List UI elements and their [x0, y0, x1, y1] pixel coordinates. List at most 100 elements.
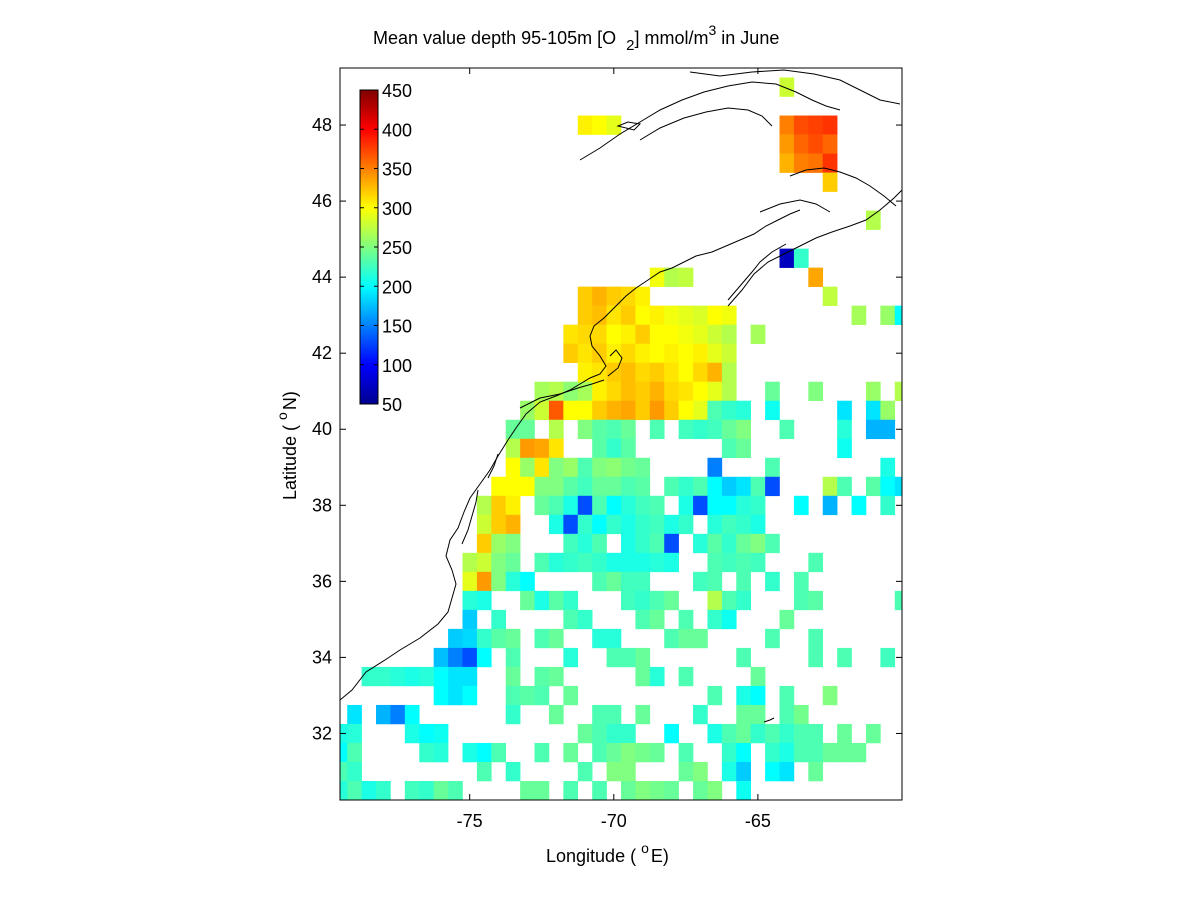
heatmap-cell: [476, 628, 492, 649]
heatmap-cell: [678, 476, 694, 497]
heatmap-cell: [563, 343, 579, 363]
heatmap-cell: [793, 248, 809, 268]
long-island-coast: [519, 379, 605, 409]
heatmap-cell: [664, 552, 679, 573]
colorbar-tick-label: 400: [382, 120, 412, 140]
heatmap-cell: [462, 685, 478, 706]
heatmap-cell: [448, 780, 463, 800]
heatmap-cell: [563, 685, 579, 706]
heatmap-cell: [404, 780, 420, 800]
heatmap-cell: [736, 761, 751, 782]
heatmap-cell: [693, 400, 708, 421]
heatmap-cell: [635, 324, 651, 344]
heatmap-cell: [577, 609, 593, 630]
heatmap-cell: [592, 704, 607, 725]
heatmap-cell: [534, 666, 550, 687]
heatmap-cell: [649, 742, 665, 763]
heatmap-cell: [707, 457, 723, 478]
heatmap-cell: [491, 514, 507, 535]
heatmap-cell: [462, 590, 478, 611]
heatmap-cell: [635, 666, 651, 687]
heatmap-cell: [520, 457, 535, 478]
heatmap-cell: [721, 590, 737, 611]
heatmap-cell: [621, 590, 636, 611]
heatmap-cell: [577, 533, 593, 554]
heatmap-cell: [664, 476, 679, 497]
y-tick-label: 42: [312, 343, 332, 363]
heatmap-cell: [793, 742, 809, 763]
heatmap-cell: [505, 495, 521, 516]
colorbar-tick-label: 350: [382, 160, 412, 180]
heatmap-cell: [433, 647, 449, 668]
heatmap-cell: [534, 495, 550, 516]
heatmap-cell: [707, 400, 723, 421]
heatmap-cell: [606, 324, 622, 344]
heatmap-cell: [592, 495, 607, 516]
heatmap-cell: [649, 609, 665, 630]
heatmap-cell: [621, 457, 636, 478]
heatmap-cell: [793, 495, 809, 516]
heatmap-cell: [736, 533, 751, 554]
colorbar-tick-label: 250: [382, 238, 412, 258]
heatmap-cell: [448, 628, 463, 649]
heatmap-cell: [606, 419, 622, 440]
bay-of-fundy-coast: [727, 243, 787, 301]
heatmap-cell: [491, 552, 507, 573]
heatmap-cell: [621, 761, 636, 782]
heatmap-cell: [793, 153, 809, 173]
heatmap-cell: [707, 476, 723, 497]
heatmap-cell: [721, 381, 737, 402]
heatmap-cell: [621, 723, 636, 744]
heatmap-cell: [592, 552, 607, 573]
heatmap-cell: [592, 286, 607, 306]
heatmap-cell: [635, 362, 651, 383]
heatmap-cell: [390, 704, 406, 725]
heatmap-cell: [520, 685, 535, 706]
heatmap-cell: [592, 780, 607, 800]
heatmap-cell: [548, 476, 564, 497]
heatmap-cell: [577, 343, 593, 363]
gulf-st-lawrence-south-shore: [579, 81, 841, 161]
heatmap-cell: [880, 647, 896, 668]
heatmap-cell: [635, 552, 651, 573]
heatmap-cell: [621, 381, 636, 402]
heatmap-cell: [649, 419, 665, 440]
heatmap-cell: [750, 666, 766, 687]
heatmap-cell: [621, 438, 636, 459]
heatmap-cell: [779, 685, 795, 706]
heatmap-cell: [491, 609, 507, 630]
heatmap-cell: [635, 780, 651, 800]
heatmap-cell: [534, 742, 550, 763]
heatmap-cell: [765, 742, 780, 763]
heatmap-cell: [548, 457, 564, 478]
heatmap-cell: [592, 362, 607, 383]
y-tick-label: 48: [312, 115, 332, 135]
heatmap-cell: [548, 628, 564, 649]
heatmap-cell: [635, 286, 651, 306]
heatmap-cell: [664, 533, 679, 554]
heatmap-cell: [577, 552, 593, 573]
heatmap-cell: [592, 343, 607, 363]
heatmap-cell: [693, 761, 708, 782]
heatmap-cell: [649, 514, 665, 535]
heatmap-cell: [563, 381, 579, 402]
heatmap-cell: [793, 723, 809, 744]
heatmap-cell: [592, 381, 607, 402]
heatmap-cell: [563, 476, 579, 497]
heatmap-cell: [721, 552, 737, 573]
heatmap-cell: [476, 590, 492, 611]
heatmap-cell: [721, 343, 737, 363]
heatmap-cell: [548, 495, 564, 516]
heatmap-cell: [678, 305, 694, 325]
heatmap-cell: [865, 723, 881, 744]
heatmap-cell: [491, 742, 507, 763]
heatmap-cell: [851, 305, 867, 325]
heatmap-cell: [635, 305, 651, 325]
heatmap-cell: [635, 400, 651, 421]
heatmap-cell: [736, 552, 751, 573]
heatmap-cell: [621, 742, 636, 763]
heatmap-cell: [693, 704, 708, 725]
heatmap-cell: [765, 400, 780, 421]
heatmap-cell: [520, 590, 535, 611]
heatmap-cell: [765, 571, 780, 592]
